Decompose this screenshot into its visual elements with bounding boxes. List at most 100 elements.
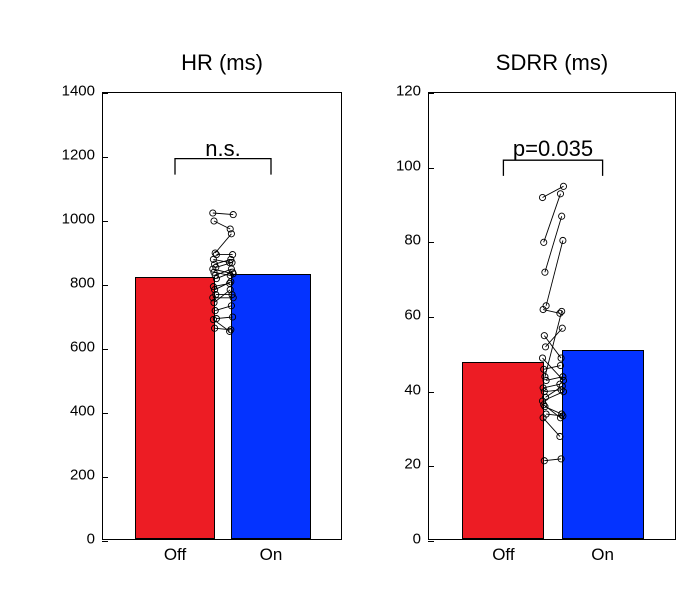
ytick-label: 400 xyxy=(70,403,103,420)
ytick-label: 1200 xyxy=(62,147,103,164)
xtick-label: On xyxy=(260,539,283,565)
data-marker xyxy=(539,194,545,200)
pair-line xyxy=(213,259,229,262)
pair-line xyxy=(215,269,231,275)
pair-line xyxy=(544,390,561,392)
data-marker xyxy=(228,266,234,272)
xtick-label: Off xyxy=(164,539,186,565)
pair-line xyxy=(545,407,562,414)
pair-line xyxy=(545,311,562,376)
bar-on xyxy=(562,350,644,539)
plot-area: 020406080100120OffOnp=0.035 xyxy=(428,92,676,540)
pair-line xyxy=(543,392,564,401)
data-marker xyxy=(212,261,218,267)
data-marker xyxy=(230,212,236,218)
pair-line xyxy=(543,358,564,380)
data-marker xyxy=(540,306,546,312)
ytick-label: 0 xyxy=(87,531,103,548)
pair-line xyxy=(214,221,230,229)
pair-line xyxy=(543,186,564,197)
bar-off xyxy=(135,277,214,539)
pair-line xyxy=(546,377,563,381)
pair-line xyxy=(544,366,561,370)
ytick-mark xyxy=(102,477,108,478)
ytick-mark xyxy=(102,221,108,222)
data-marker xyxy=(228,231,234,237)
data-marker xyxy=(542,344,548,350)
panel-hr: HR (ms)0200400600800100012001400OffOnn.s… xyxy=(45,50,345,580)
pair-line xyxy=(544,194,561,243)
ytick-mark xyxy=(102,93,108,94)
pair-line xyxy=(544,459,561,461)
pair-line xyxy=(215,306,231,311)
ytick-label: 20 xyxy=(404,456,429,473)
pair-line xyxy=(213,320,229,332)
pair-line xyxy=(544,405,561,418)
data-marker xyxy=(212,250,218,256)
pair-line xyxy=(215,282,231,290)
pair-line xyxy=(214,272,230,275)
ytick-mark xyxy=(428,392,434,393)
significance-label: n.s. xyxy=(103,136,343,162)
pair-line xyxy=(213,283,229,286)
ytick-label: 100 xyxy=(396,157,429,174)
data-marker xyxy=(210,256,216,262)
data-marker xyxy=(211,269,217,275)
data-marker xyxy=(542,269,548,275)
ytick-mark xyxy=(428,168,434,169)
data-marker xyxy=(228,256,234,262)
ytick-mark xyxy=(102,349,108,350)
pair-line xyxy=(215,234,231,253)
ytick-label: 120 xyxy=(396,83,429,100)
pair-line xyxy=(213,269,233,274)
ytick-mark xyxy=(102,413,108,414)
data-marker xyxy=(227,226,233,232)
ytick-label: 80 xyxy=(404,232,429,249)
data-marker xyxy=(229,260,235,266)
ytick-mark xyxy=(428,466,434,467)
ytick-label: 1400 xyxy=(62,83,103,100)
data-marker xyxy=(557,191,563,197)
significance-label: p=0.035 xyxy=(429,136,677,162)
pair-line xyxy=(546,414,563,416)
data-marker xyxy=(210,210,216,216)
pair-line xyxy=(543,310,560,314)
panel-title: HR (ms) xyxy=(102,50,342,76)
data-marker xyxy=(560,183,566,189)
pair-line xyxy=(543,384,560,388)
ytick-mark xyxy=(428,541,434,542)
pair-line xyxy=(543,418,560,437)
pair-line xyxy=(215,328,231,330)
ytick-mark xyxy=(428,93,434,94)
ytick-mark xyxy=(102,285,108,286)
ytick-label: 40 xyxy=(404,381,429,398)
panel-sdrr: SDRR (ms) 020406080100120OffOnp=0.035 xyxy=(380,50,680,580)
panel-title: SDRR (ms) xyxy=(428,50,676,76)
pair-line xyxy=(544,336,561,358)
data-marker xyxy=(541,239,547,245)
data-marker xyxy=(213,252,219,258)
ytick-label: 1000 xyxy=(62,211,103,228)
ytick-mark xyxy=(428,242,434,243)
data-marker xyxy=(559,213,565,219)
xtick-label: Off xyxy=(492,539,514,565)
data-marker xyxy=(559,325,565,331)
pair-line xyxy=(216,272,232,278)
ytick-label: 200 xyxy=(70,467,103,484)
ytick-label: 60 xyxy=(404,307,429,324)
data-marker xyxy=(541,333,547,339)
data-marker xyxy=(557,310,563,316)
pair-line xyxy=(215,259,231,264)
xtick-label: On xyxy=(591,539,614,565)
ytick-label: 600 xyxy=(70,339,103,356)
pair-line xyxy=(546,386,563,397)
pair-line xyxy=(216,263,232,268)
data-marker xyxy=(227,260,233,266)
ytick-mark xyxy=(428,317,434,318)
pair-line xyxy=(546,240,563,305)
pair-line xyxy=(214,290,230,303)
data-marker xyxy=(210,266,216,272)
pair-line xyxy=(216,317,232,319)
ytick-mark xyxy=(102,541,108,542)
data-marker xyxy=(560,237,566,243)
